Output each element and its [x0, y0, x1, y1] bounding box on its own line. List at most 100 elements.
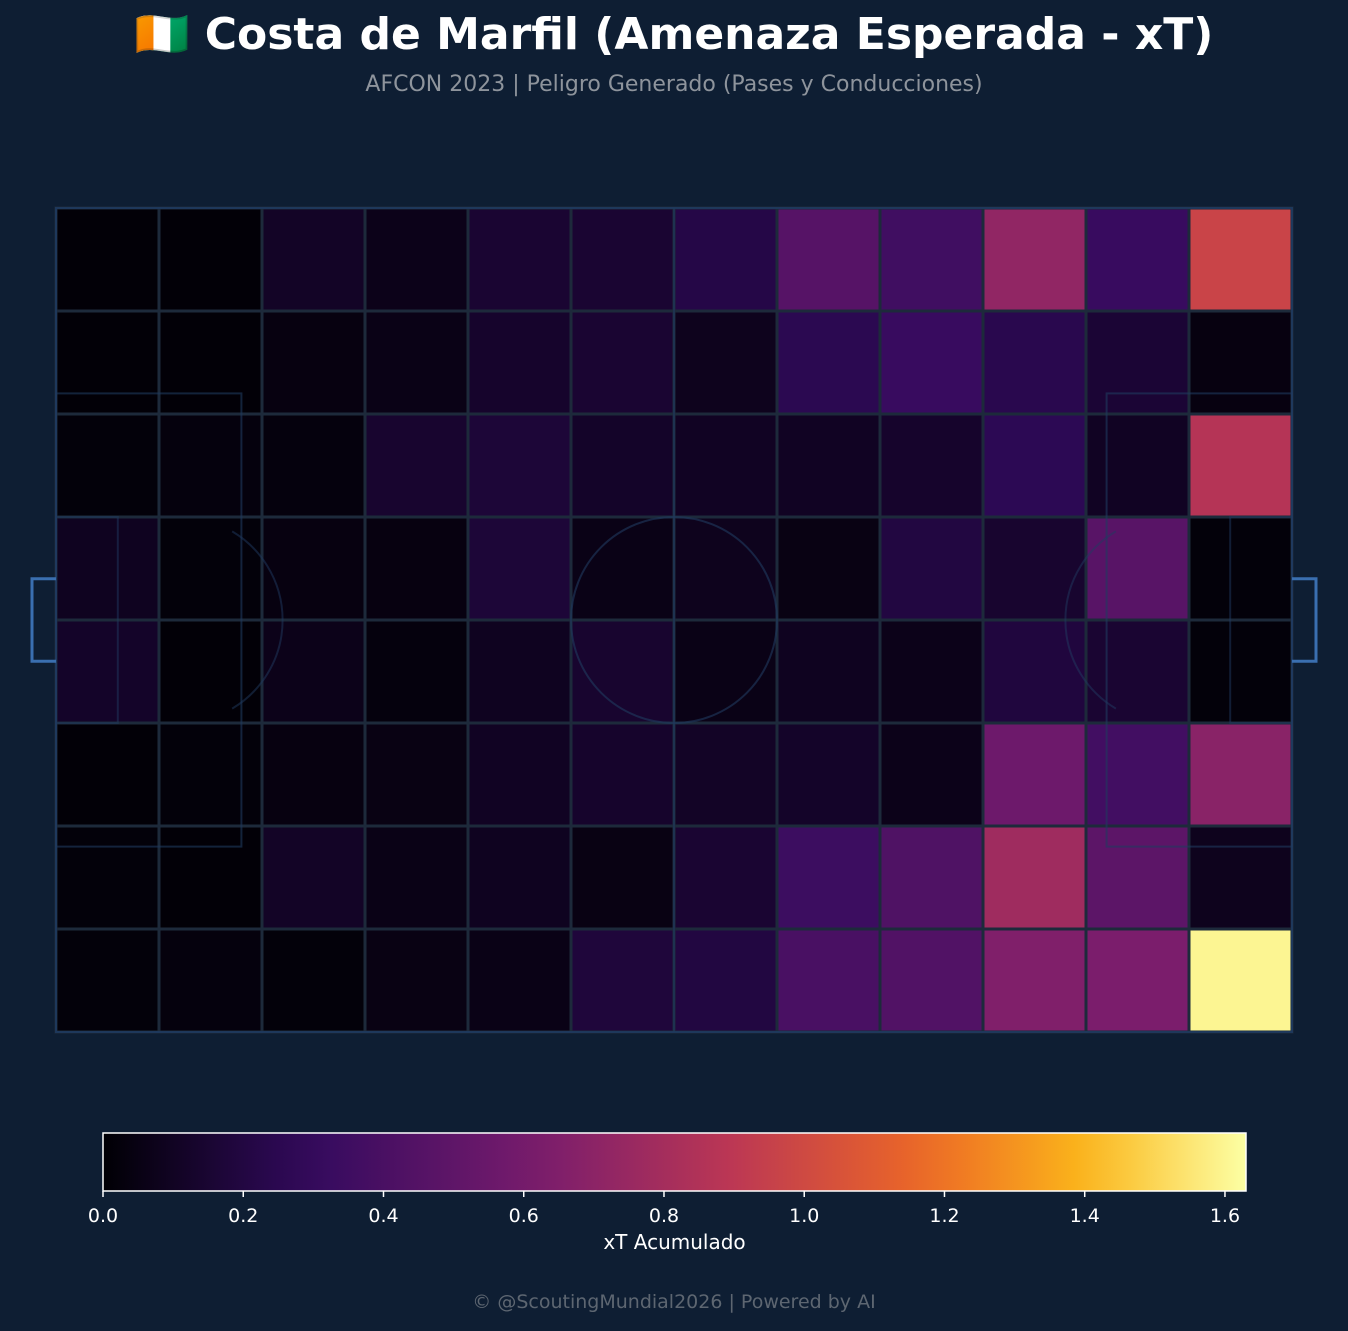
- heatmap-cell: [569, 412, 676, 519]
- heatmap-cell: [54, 824, 161, 931]
- colorbar-gradient: [102, 1132, 1247, 1192]
- heatmap-cell: [363, 412, 470, 519]
- heatmap-cell: [54, 618, 161, 725]
- heatmap-cell: [260, 412, 367, 519]
- heatmap-cell: [466, 309, 573, 416]
- right-six-yard-box: [1229, 516, 1293, 724]
- heatmap-cell: [1084, 618, 1191, 725]
- heatmap-cell: [1084, 721, 1191, 828]
- pitch-markings: [30, 207, 1318, 1033]
- heatmap-cell: [981, 309, 1088, 416]
- heatmap-cell: [981, 412, 1088, 519]
- heatmap-cell: [466, 515, 573, 622]
- heatmap-cell: [157, 515, 264, 622]
- colorbar-tick-label: 1.0: [789, 1205, 819, 1227]
- heatmap-cell: [878, 824, 985, 931]
- heatmap-cell: [157, 309, 264, 416]
- heatmap-cell: [672, 309, 779, 416]
- heatmap-cell: [1084, 927, 1191, 1034]
- heatmap-cell: [878, 412, 985, 519]
- heatmap-cell: [775, 927, 882, 1034]
- heatmap-cell: [363, 309, 470, 416]
- right-goal: [1292, 577, 1318, 663]
- chart-subtitle: AFCON 2023 | Peligro Generado (Pases y C…: [365, 72, 983, 97]
- left-six-yard-box: [55, 516, 119, 724]
- colorbar-tick-label: 1.2: [929, 1205, 959, 1227]
- colorbar-tick-label: 0.8: [649, 1205, 679, 1227]
- heatmap-cell: [260, 927, 367, 1034]
- heatmap-cell: [54, 309, 161, 416]
- heatmap-cell: [363, 206, 470, 313]
- left-penalty-arc: [231, 530, 284, 710]
- heatmap-cell: [157, 618, 264, 725]
- heatmap-cell: [672, 206, 779, 313]
- chart-title: 🇨🇮 Costa de Marfil (Amenaza Esperada - x…: [134, 9, 1214, 60]
- heatmap-cell: [157, 412, 264, 519]
- heatmap-cell: [981, 824, 1088, 931]
- heatmap-cell: [157, 206, 264, 313]
- heatmap-cell: [1187, 824, 1294, 931]
- heatmap-cell: [775, 721, 882, 828]
- heatmap-cell: [466, 206, 573, 313]
- heatmap-cell: [1084, 824, 1191, 931]
- heatmap-cell: [569, 618, 676, 725]
- heatmap-cell: [363, 618, 470, 725]
- heatmap-cell: [363, 515, 470, 622]
- heatmap-cell: [981, 206, 1088, 313]
- colorbar-tick-label: 1.4: [1070, 1205, 1100, 1227]
- heatmap-cell: [1187, 206, 1294, 313]
- heatmap-cell: [775, 824, 882, 931]
- heatmap-cell: [775, 515, 882, 622]
- heatmap-cell: [672, 515, 779, 622]
- heatmap-cell: [672, 824, 779, 931]
- heatmap-cell: [260, 515, 367, 622]
- heatmap-cell: [157, 927, 264, 1034]
- heatmap-cell: [54, 206, 161, 313]
- heatmap-cell: [672, 618, 779, 725]
- heatmap-cell: [363, 721, 470, 828]
- heatmap-cell: [1084, 515, 1191, 622]
- heatmap-cell: [260, 721, 367, 828]
- heatmap-cell: [878, 721, 985, 828]
- heatmap-cell: [1187, 412, 1294, 519]
- heatmap-cell: [878, 206, 985, 313]
- heatmap-cell: [569, 515, 676, 622]
- heatmap-cell: [157, 721, 264, 828]
- colorbar-tick-label: 0.6: [509, 1205, 539, 1227]
- heatmap-cell: [1187, 309, 1294, 416]
- heatmap-cell: [672, 721, 779, 828]
- heatmap-cell: [981, 927, 1088, 1034]
- heatmap-cell: [260, 824, 367, 931]
- xt-heatmap-pitch: [30, 206, 1318, 1034]
- heatmap-cell: [54, 412, 161, 519]
- heatmap-cells: [54, 206, 1294, 1034]
- heatmap-cell: [1187, 927, 1294, 1034]
- heatmap-cell: [1187, 515, 1294, 622]
- heatmap-cell: [157, 824, 264, 931]
- heatmap-cell: [775, 309, 882, 416]
- heatmap-cell: [569, 206, 676, 313]
- heatmap-cell: [466, 824, 573, 931]
- heatmap-cell: [466, 412, 573, 519]
- left-goal: [30, 577, 56, 663]
- colorbar-label: xT Acumulado: [603, 1230, 745, 1254]
- heatmap-cell: [775, 206, 882, 313]
- heatmap-cell: [878, 309, 985, 416]
- heatmap-cell: [260, 309, 367, 416]
- heatmap-cell: [569, 721, 676, 828]
- colorbar-ticks: 0.0 0.2 0.4 0.6 0.8 1.0 1.2 1.4 1.6: [88, 1191, 1240, 1227]
- heatmap-cell: [54, 515, 161, 622]
- heatmap-cell: [672, 927, 779, 1034]
- heatmap-cell: [569, 309, 676, 416]
- heatmap-cell: [878, 618, 985, 725]
- colorbar-tick-label: 0.0: [88, 1205, 118, 1227]
- heatmap-cell: [260, 618, 367, 725]
- heatmap-cell: [981, 515, 1088, 622]
- heatmap-cell: [981, 721, 1088, 828]
- heatmap-cell: [1084, 309, 1191, 416]
- heatmap-cell: [672, 412, 779, 519]
- right-penalty-arc: [1064, 530, 1117, 710]
- colorbar-tick-label: 0.2: [228, 1205, 258, 1227]
- heatmap-cell: [363, 824, 470, 931]
- colorbar-tick-label: 0.4: [368, 1205, 398, 1227]
